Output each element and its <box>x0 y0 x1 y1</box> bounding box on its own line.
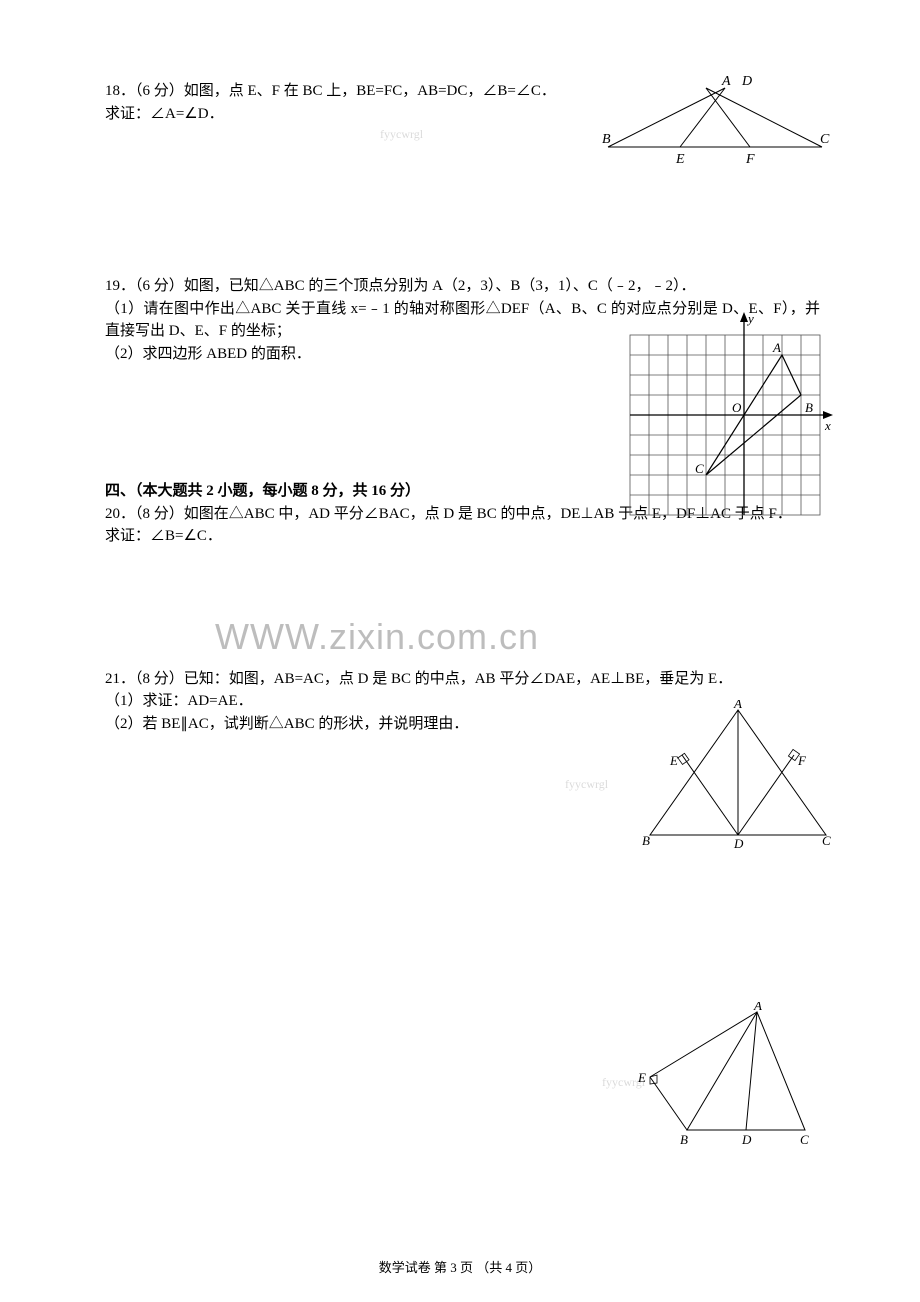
q20-B: B <box>642 833 650 848</box>
q19-text: 19．（6 分）如图，已知△ABC 的三个顶点分别为 A（2，3）、B（3，1）… <box>105 275 820 298</box>
q18-F: F <box>745 152 755 167</box>
q19-A: A <box>772 340 781 355</box>
watermark-main: WWW.zixin.com.cn <box>215 610 539 664</box>
footer: 数学试卷 第 3 页 （共 4 页） <box>0 1258 920 1278</box>
q19-figure: y x O A B C <box>625 310 835 528</box>
problem-19: 19．（6 分）如图，已知△ABC 的三个顶点分别为 A（2，3）、B（3，1）… <box>105 275 820 365</box>
problem-18: 18．（6 分）如图，点 E、F 在 BC 上，BE=FC，AB=DC，∠B=∠… <box>105 80 820 125</box>
q18-figure: A D B E F C <box>600 75 830 183</box>
q21-figure: A E B D C <box>635 1002 815 1155</box>
q18-B: B <box>602 132 611 147</box>
q20-C: C <box>822 833 831 848</box>
q18-C: C <box>820 132 830 147</box>
q20-E: E <box>669 753 678 768</box>
q20-figure: A E F B D C <box>640 700 835 858</box>
q18-E: E <box>675 152 685 167</box>
q19-y: y <box>746 311 754 326</box>
q21-A: A <box>753 1002 762 1013</box>
q20-F: F <box>797 753 807 768</box>
q19-x: x <box>824 418 831 433</box>
q19-O: O <box>732 400 742 415</box>
q21-C: C <box>800 1132 809 1147</box>
watermark-small-1: fyycwrgl <box>380 125 423 143</box>
q20-proof: 求证：∠B=∠C． <box>105 525 820 548</box>
q20-D: D <box>733 836 744 850</box>
q19-C: C <box>695 461 704 476</box>
q18-A: A <box>721 75 731 89</box>
watermark-small-2: fyycwrgl <box>565 775 608 793</box>
q21-E: E <box>637 1070 646 1085</box>
q20-A: A <box>733 700 742 711</box>
q18-text: 18．（6 分）如图，点 E、F 在 BC 上，BE=FC，AB=DC，∠B=∠… <box>105 80 605 103</box>
q21-text: 21．（8 分）已知：如图，AB=AC，点 D 是 BC 的中点，AB 平分∠D… <box>105 668 820 691</box>
q21-B: B <box>680 1132 688 1147</box>
q21-D: D <box>741 1132 752 1147</box>
q19-B: B <box>805 400 813 415</box>
q18-D: D <box>741 75 752 89</box>
